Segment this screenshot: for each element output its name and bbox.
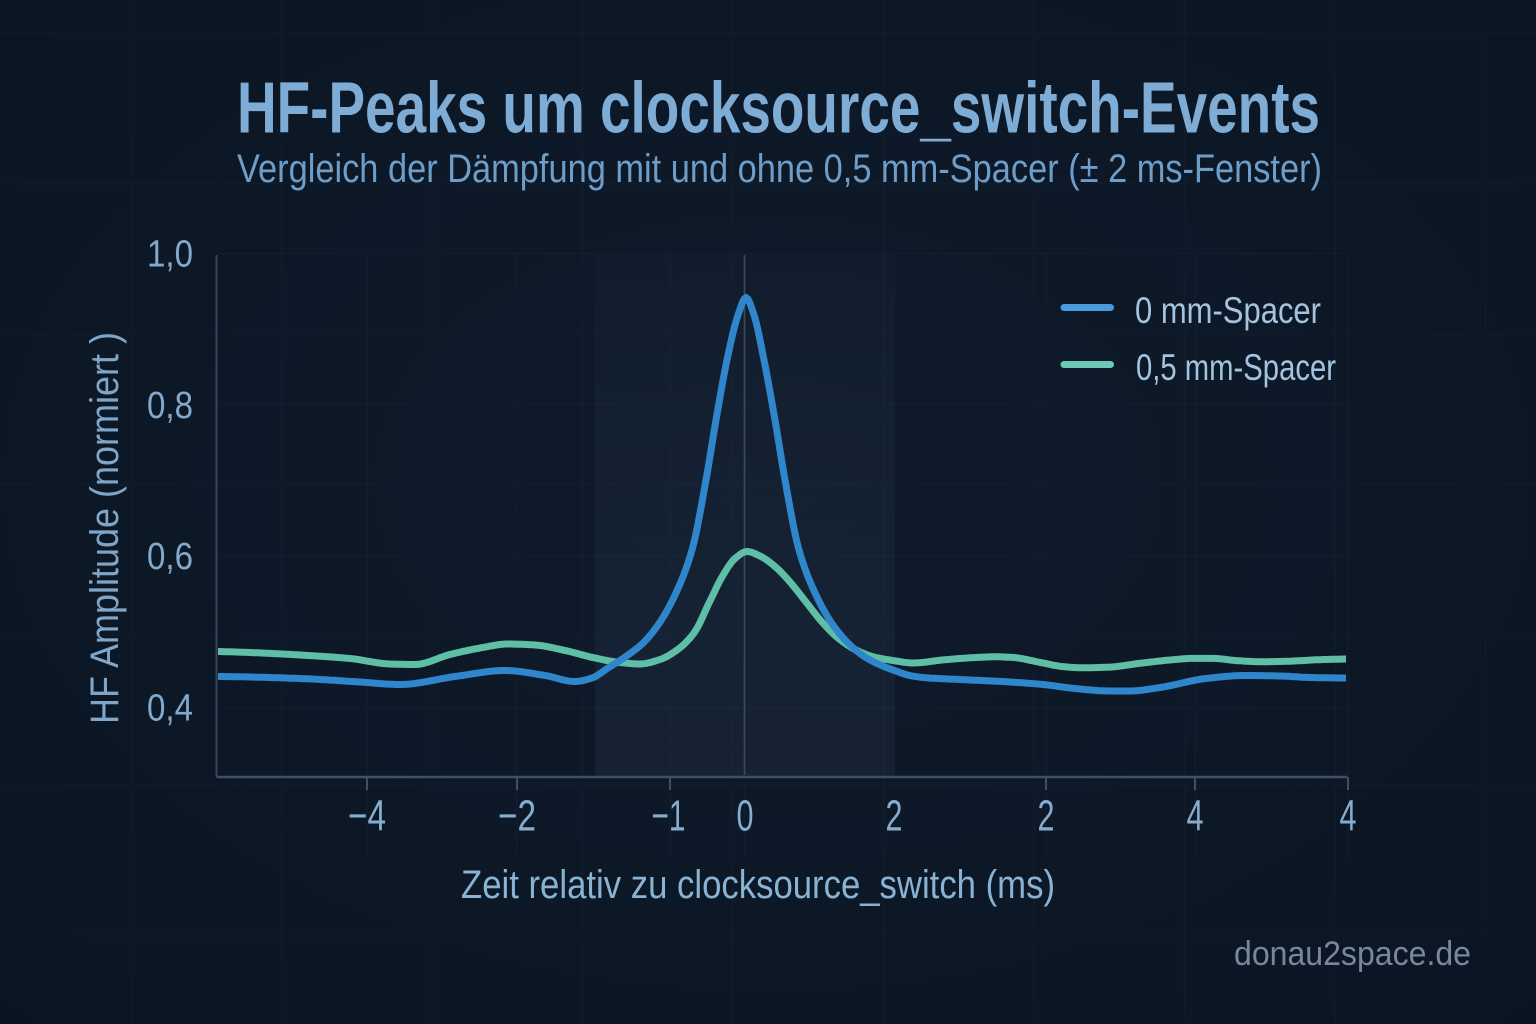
svg-text:0 mm-Spacer: 0 mm-Spacer — [1135, 290, 1321, 331]
svg-text:HF Amplitude (normiert ): HF Amplitude (normiert ) — [83, 332, 127, 724]
svg-text:4: 4 — [1340, 792, 1357, 841]
svg-text:Vergleich der Dämpfung mit und: Vergleich der Dämpfung mit und ohne 0,5 … — [237, 147, 1322, 191]
svg-text:HF-Peaks um clocksource_switch: HF-Peaks um clocksource_switch-Events — [237, 69, 1320, 149]
svg-text:−1: −1 — [652, 792, 686, 841]
svg-text:1,0: 1,0 — [147, 234, 193, 276]
svg-text:0: 0 — [737, 792, 754, 841]
svg-text:4: 4 — [1187, 792, 1204, 841]
svg-text:0,5 mm-Spacer: 0,5 mm-Spacer — [1136, 347, 1336, 388]
svg-text:−2: −2 — [498, 792, 536, 841]
svg-text:Zeit relativ zu clocksource_sw: Zeit relativ zu clocksource_switch (ms) — [461, 863, 1055, 907]
svg-text:0,6: 0,6 — [147, 536, 193, 578]
svg-text:0,4: 0,4 — [147, 687, 193, 729]
svg-text:2: 2 — [1038, 792, 1055, 841]
svg-text:−4: −4 — [348, 792, 386, 841]
svg-text:donau2space.de: donau2space.de — [1234, 935, 1471, 973]
svg-text:2: 2 — [886, 792, 903, 841]
svg-text:0,8: 0,8 — [147, 385, 193, 427]
